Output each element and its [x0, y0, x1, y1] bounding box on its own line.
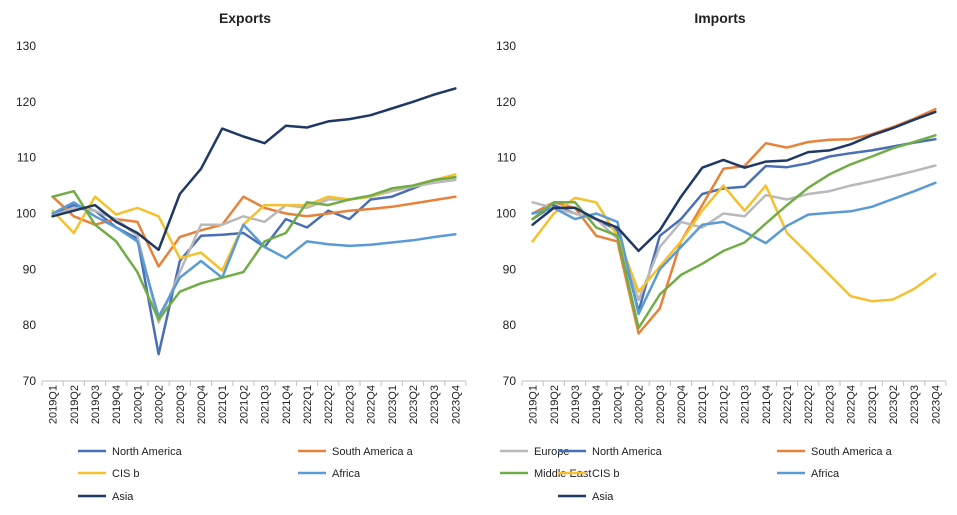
legend-label: Europe [534, 446, 569, 458]
x-tick-label: 2021Q2 [238, 385, 250, 424]
y-tick-label: 100 [496, 207, 516, 221]
legend-label: Asia [592, 491, 614, 503]
y-tick-label: 110 [17, 151, 36, 165]
series-line-asia [531, 110, 937, 253]
legend-item-asia: Asia [558, 491, 614, 503]
series-line-africa [51, 201, 457, 319]
y-tick-label: 90 [503, 262, 517, 276]
series-line-europe [51, 178, 457, 324]
x-tick-label: 2022Q2 [323, 385, 335, 424]
legend-item-asia: Asia [78, 491, 134, 503]
y-tick-label: 130 [496, 39, 516, 53]
series-line-europe [531, 164, 937, 302]
legend-item-south-america-a: South America a [298, 446, 414, 458]
x-tick-label: 2023Q4 [930, 385, 942, 424]
legend-item-north-america: North America [558, 446, 663, 458]
legend-item-africa: Africa [298, 468, 361, 480]
series-line-asia [51, 87, 457, 252]
y-tick-label: 120 [496, 95, 516, 109]
x-tick-label: 2022Q1 [302, 385, 314, 424]
y-tick-label: 70 [23, 374, 37, 388]
legend-item-south-america-a: South America a [777, 446, 893, 458]
legend-label: CIS b [112, 468, 140, 480]
exports-panel: Exports 70 80 90 100 110 120 130 2019Q1 2019Q2 201… [16, 10, 592, 503]
x-tick-label: 2023Q3 [429, 385, 441, 424]
x-tick-label: 2021Q1 [217, 385, 229, 424]
legend-label: North America [592, 446, 663, 458]
x-tick-label: 2021Q1 [697, 385, 709, 424]
x-tick-label: 2019Q3 [90, 385, 102, 424]
legend-label: Asia [112, 491, 134, 503]
x-tick-label: 2019Q4 [591, 385, 603, 424]
x-tick-label: 2023Q2 [888, 385, 900, 424]
y-tick-label: 80 [23, 318, 37, 332]
imports-panel: Imports 70 80 90 100 110 120 130 2019Q1 2019Q2 201… [496, 10, 947, 503]
x-tick-label: 2021Q2 [718, 385, 730, 424]
x-tick-label: 2022Q1 [782, 385, 794, 424]
x-tick-label: 2020Q1 [612, 385, 624, 424]
x-tick-label: 2021Q4 [281, 385, 293, 424]
legend-item-cis-b: CIS b [558, 468, 620, 480]
legend-label: South America a [332, 446, 414, 458]
legend-label: North America [112, 446, 183, 458]
y-tick-label: 90 [23, 262, 37, 276]
series-line-cis-b [531, 184, 937, 303]
x-tick-label: 2020Q3 [175, 385, 187, 424]
series-line-middle-east [531, 134, 937, 330]
x-tick-label: 2020Q2 [634, 385, 646, 424]
x-tick-label: 2021Q3 [740, 385, 752, 424]
x-tick-label: 2023Q4 [450, 385, 462, 424]
x-tick-label: 2020Q4 [196, 385, 208, 424]
y-tick-label: 80 [503, 318, 517, 332]
series-line-south-america-a [51, 195, 457, 268]
x-tick-label: 2019Q1 [528, 385, 540, 424]
x-tick-label: 2019Q1 [48, 385, 60, 424]
x-tick-label: 2023Q1 [387, 385, 399, 424]
y-tick-label: 130 [16, 39, 36, 53]
x-tick-label: 2023Q1 [867, 385, 879, 424]
x-tick-label: 2022Q2 [803, 385, 815, 424]
x-tick-label: 2022Q3 [344, 385, 356, 424]
x-tick-label: 2019Q4 [111, 385, 123, 424]
series-line-africa [531, 181, 937, 316]
chart-title: Imports [694, 10, 746, 26]
legend-label: Africa [811, 468, 840, 480]
y-tick-label: 120 [16, 95, 36, 109]
x-tick-label: 2021Q3 [260, 385, 272, 424]
legend-label: South America a [811, 446, 893, 458]
series-line-south-america-a [531, 107, 937, 335]
legend-item-cis-b: CIS b [78, 468, 140, 480]
legend-item-europe: Europe [500, 446, 569, 458]
x-tick-label: 2021Q4 [761, 385, 773, 424]
x-tick-label: 2020Q2 [154, 385, 166, 424]
legend-label: Africa [332, 468, 361, 480]
x-tick-label: 2019Q2 [549, 385, 561, 424]
x-tick-label: 2022Q3 [824, 385, 836, 424]
x-tick-label: 2020Q3 [655, 385, 667, 424]
y-tick-label: 70 [503, 374, 517, 388]
x-tick-label: 2023Q3 [909, 385, 921, 424]
legend-item-africa: Africa [777, 468, 840, 480]
x-tick-label: 2019Q2 [69, 385, 81, 424]
x-tick-label: 2020Q1 [132, 385, 144, 424]
series-line-middle-east [51, 175, 457, 321]
series-line-north-america [51, 175, 457, 356]
x-tick-label: 2022Q4 [366, 385, 378, 424]
x-tick-label: 2022Q4 [846, 385, 858, 424]
legend-item-north-america: North America [78, 446, 183, 458]
y-tick-label: 110 [497, 151, 516, 165]
x-tick-label: 2019Q3 [570, 385, 582, 424]
legend-label: CIS b [592, 468, 620, 480]
y-tick-label: 100 [16, 207, 36, 221]
x-tick-label: 2023Q2 [408, 385, 420, 424]
x-tick-label: 2020Q4 [676, 385, 688, 424]
chart-title: Exports [219, 10, 271, 26]
